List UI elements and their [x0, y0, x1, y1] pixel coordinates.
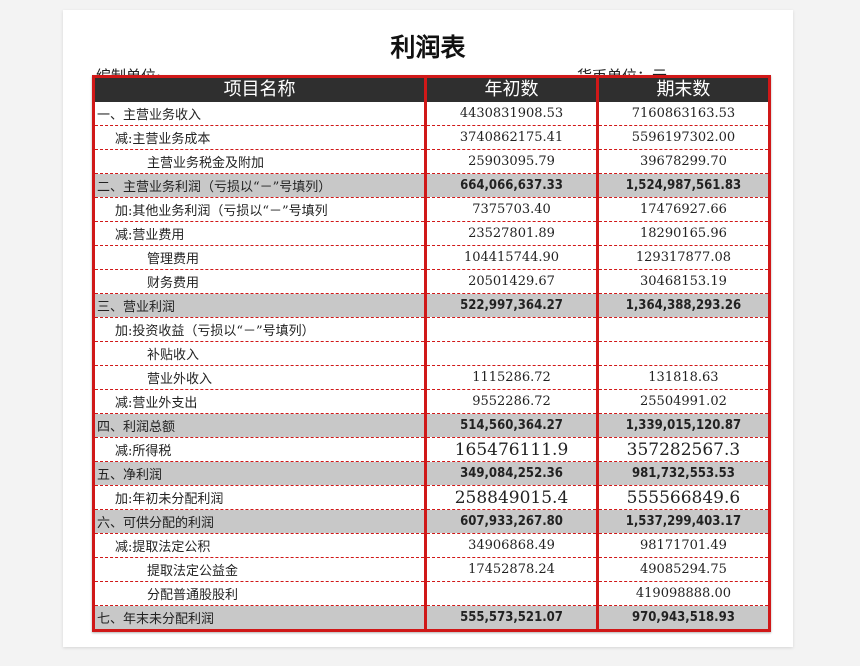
table-row: 加:其他业务利润（亏损以“－”号填列 7375703.40 17476927.66	[93, 197, 770, 222]
begin-value: 7375703.40	[424, 197, 598, 222]
end-value: 18290165.96	[595, 221, 770, 246]
table-row: 五、净利润 349,084,252.36 981,732,553.53	[93, 461, 770, 486]
row-label: 五、净利润	[93, 461, 426, 486]
end-value: 357282567.3	[595, 437, 770, 462]
column-header-end: 期末数	[595, 76, 770, 102]
table-row: 加:投资收益（亏损以“－”号填列）	[93, 317, 770, 342]
table-row: 三、营业利润 522,997,364.27 1,364,388,293.26	[93, 293, 770, 318]
table-row: 营业外收入 1115286.72 131818.63	[93, 365, 770, 390]
begin-value: 9552286.72	[424, 389, 598, 414]
row-label: 七、年末未分配利润	[93, 605, 426, 631]
table-row: 财务费用 20501429.67 30468153.19	[93, 269, 770, 294]
table-row: 四、利润总额 514,560,364.27 1,339,015,120.87	[93, 413, 770, 438]
row-label: 补贴收入	[93, 341, 426, 366]
end-value: 5596197302.00	[595, 125, 770, 150]
begin-value	[424, 581, 598, 606]
begin-value: 514,560,364.27	[424, 413, 598, 438]
begin-value: 25903095.79	[424, 149, 598, 174]
table-row: 主营业务税金及附加 25903095.79 39678299.70	[93, 149, 770, 174]
end-value: 419098888.00	[595, 581, 770, 606]
table-row: 减:营业费用 23527801.89 18290165.96	[93, 221, 770, 246]
row-label: 加:年初未分配利润	[93, 485, 426, 510]
table-row: 减:提取法定公积 34906868.49 98171701.49	[93, 533, 770, 558]
row-label: 主营业务税金及附加	[93, 149, 426, 174]
end-value: 1,339,015,120.87	[595, 413, 770, 438]
begin-value: 522,997,364.27	[424, 293, 598, 318]
table-row: 提取法定公益金 17452878.24 49085294.75	[93, 557, 770, 582]
end-value: 1,364,388,293.26	[595, 293, 770, 318]
table-row: 六、可供分配的利润 607,933,267.80 1,537,299,403.17	[93, 509, 770, 534]
begin-value: 555,573,521.07	[424, 605, 598, 631]
end-value: 981,732,553.53	[595, 461, 770, 486]
end-value: 39678299.70	[595, 149, 770, 174]
begin-value	[424, 341, 598, 366]
table-row: 管理费用 104415744.90 129317877.08	[93, 245, 770, 270]
row-label: 加:投资收益（亏损以“－”号填列）	[93, 317, 426, 342]
begin-value	[424, 317, 598, 342]
row-label: 减:提取法定公积	[93, 533, 426, 558]
begin-value: 607,933,267.80	[424, 509, 598, 534]
table-row: 补贴收入	[93, 341, 770, 366]
begin-value: 664,066,637.33	[424, 173, 598, 198]
row-label: 减:营业费用	[93, 221, 426, 246]
table-row: 减:所得税 165476111.9 357282567.3	[93, 437, 770, 462]
begin-value: 23527801.89	[424, 221, 598, 246]
end-value	[595, 341, 770, 366]
header-row: 项目名称 年初数 期末数	[93, 76, 770, 102]
row-label: 减:营业外支出	[93, 389, 426, 414]
table-row: 一、主营业务收入 4430831908.53 7160863163.53	[93, 102, 770, 126]
begin-value: 3740862175.41	[424, 125, 598, 150]
row-label: 加:其他业务利润（亏损以“－”号填列	[93, 197, 426, 222]
begin-value: 20501429.67	[424, 269, 598, 294]
end-value: 17476927.66	[595, 197, 770, 222]
table-row: 七、年末未分配利润 555,573,521.07 970,943,518.93	[93, 605, 770, 631]
end-value: 25504991.02	[595, 389, 770, 414]
end-value: 129317877.08	[595, 245, 770, 270]
row-label: 分配普通股股利	[93, 581, 426, 606]
row-label: 减:所得税	[93, 437, 426, 462]
begin-value: 349,084,252.36	[424, 461, 598, 486]
column-header-begin: 年初数	[424, 76, 598, 102]
row-label: 二、主营业务利润（亏损以“－”号填列）	[93, 173, 426, 198]
table-row: 分配普通股股利 419098888.00	[93, 581, 770, 606]
begin-value: 1115286.72	[424, 365, 598, 390]
end-value	[595, 317, 770, 342]
end-value: 131818.63	[595, 365, 770, 390]
table-row: 加:年初未分配利润 258849015.4 555566849.6	[93, 485, 770, 510]
end-value: 30468153.19	[595, 269, 770, 294]
end-value: 49085294.75	[595, 557, 770, 582]
begin-value: 17452878.24	[424, 557, 598, 582]
row-label: 营业外收入	[93, 365, 426, 390]
begin-value: 104415744.90	[424, 245, 598, 270]
end-value: 7160863163.53	[595, 102, 770, 126]
row-label: 提取法定公益金	[93, 557, 426, 582]
row-label: 财务费用	[93, 269, 426, 294]
page-title: 利润表	[390, 33, 466, 62]
end-value: 970,943,518.93	[595, 605, 770, 631]
begin-value: 4430831908.53	[424, 102, 598, 126]
begin-value: 258849015.4	[424, 485, 598, 510]
column-header-item: 项目名称	[93, 76, 426, 102]
table-row: 减:营业外支出 9552286.72 25504991.02	[93, 389, 770, 414]
row-label: 减:主营业务成本	[93, 125, 426, 150]
end-value: 555566849.6	[595, 485, 770, 510]
table-row: 二、主营业务利润（亏损以“－”号填列） 664,066,637.33 1,524,9…	[93, 173, 770, 198]
income-statement-table: 项目名称 年初数 期末数 一、主营业务收入 4430831908.53 716086…	[92, 75, 771, 632]
row-label: 一、主营业务收入	[93, 102, 426, 126]
row-label: 四、利润总额	[93, 413, 426, 438]
row-label: 六、可供分配的利润	[93, 509, 426, 534]
row-label: 三、营业利润	[93, 293, 426, 318]
table-row: 减:主营业务成本 3740862175.41 5596197302.00	[93, 125, 770, 150]
end-value: 1,537,299,403.17	[595, 509, 770, 534]
end-value: 98171701.49	[595, 533, 770, 558]
begin-value: 34906868.49	[424, 533, 598, 558]
end-value: 1,524,987,561.83	[595, 173, 770, 198]
row-label: 管理费用	[93, 245, 426, 270]
begin-value: 165476111.9	[424, 437, 598, 462]
